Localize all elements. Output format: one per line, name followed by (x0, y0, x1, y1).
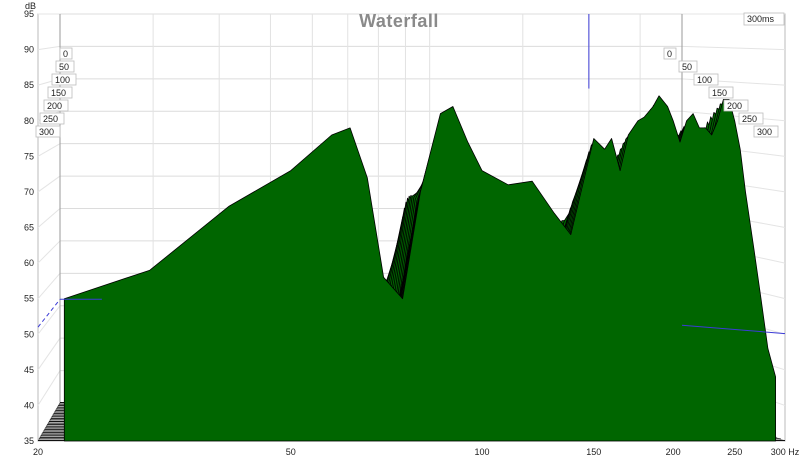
time-tick-left-box (39, 112, 65, 125)
y-gridline-depth (37, 143, 61, 157)
y-tick-label: 70 (24, 187, 34, 197)
y-axis: 35 40 45 50 55 60 65 70 75 80 85 90 95 (24, 9, 34, 446)
time-tick-right-box (678, 60, 698, 73)
waterfall-slice (63, 95, 776, 442)
cursor-marker-left (37, 298, 61, 328)
depth-label: 300ms (747, 14, 775, 24)
time-tick-right-box (693, 73, 719, 86)
x-tick-label: 20 (33, 447, 43, 457)
time-tick-left-box (55, 60, 75, 73)
x-tick-label: 250 (727, 447, 742, 457)
time-tick-right: 200 (727, 101, 742, 111)
y-tick-label: 65 (24, 223, 34, 233)
time-tick-right-box (723, 99, 749, 112)
y-tick-label: 45 (24, 365, 34, 375)
x-tick-label: 200 (666, 447, 681, 457)
y-tick-label: 60 (24, 258, 34, 268)
y-tick-label: 95 (24, 9, 34, 19)
time-tick-left: 100 (55, 75, 70, 85)
time-tick-left: 300 (39, 127, 54, 137)
time-tick-right: 250 (742, 114, 757, 124)
y-gridline-depth (37, 273, 61, 299)
x-tick-label: 100 (474, 447, 489, 457)
y-gridline-depth (37, 337, 61, 371)
time-tick-right: 0 (667, 49, 672, 59)
y-tick-label: 75 (24, 151, 34, 161)
time-tick-left-box (59, 47, 73, 60)
chart-title: Waterfall (359, 11, 439, 31)
y-tick-label: 85 (24, 80, 34, 90)
x-tick-label: 50 (286, 447, 296, 457)
y-tick-label: 40 (24, 400, 34, 410)
time-tick-right: 50 (682, 62, 692, 72)
y-tick-label: 55 (24, 294, 34, 304)
time-tick-right: 150 (712, 88, 727, 98)
time-tick-left: 50 (59, 62, 69, 72)
y-tick-label: 90 (24, 45, 34, 55)
y-gridline-depth (37, 208, 61, 228)
time-tick-right-box (738, 112, 764, 125)
y-gridline-depth (37, 370, 61, 406)
y-gridline-depth (37, 175, 61, 193)
time-tick-left-box (47, 86, 73, 99)
y-tick-label: 50 (24, 329, 34, 339)
y-gridline-depth (37, 305, 61, 335)
chart-overlay: 050100150200250300050100150200250300300m… (35, 12, 786, 335)
time-tick-right-box (663, 47, 677, 60)
waterfall-slices (63, 95, 776, 442)
x-axis: 20 50 100 150 200 250 300 Hz (33, 447, 800, 457)
y-gridline-depth (37, 240, 61, 264)
x-tick-label: 300 Hz (771, 447, 800, 457)
time-tick-left-box (51, 73, 77, 86)
cursor-marker-right (681, 324, 786, 335)
time-tick-left-box (43, 99, 69, 112)
y-gridline-depth (37, 45, 61, 51)
time-tick-left-box (35, 125, 61, 138)
time-tick-right: 300 (757, 127, 772, 137)
y-tick-label: 80 (24, 116, 34, 126)
y-tick-label: 35 (24, 436, 34, 446)
x-tick-label: 150 (586, 447, 601, 457)
y-gridline-depth (681, 45, 786, 51)
time-tick-left: 150 (51, 88, 66, 98)
time-tick-left: 200 (47, 101, 62, 111)
time-tick-right-box (708, 86, 734, 99)
depth-label-box (743, 12, 785, 26)
time-tick-left: 250 (43, 114, 58, 124)
time-tick-left: 0 (63, 49, 68, 59)
y-axis-unit-label: dB (25, 1, 36, 11)
time-tick-right-box (753, 125, 779, 138)
time-tick-right: 100 (697, 75, 712, 85)
